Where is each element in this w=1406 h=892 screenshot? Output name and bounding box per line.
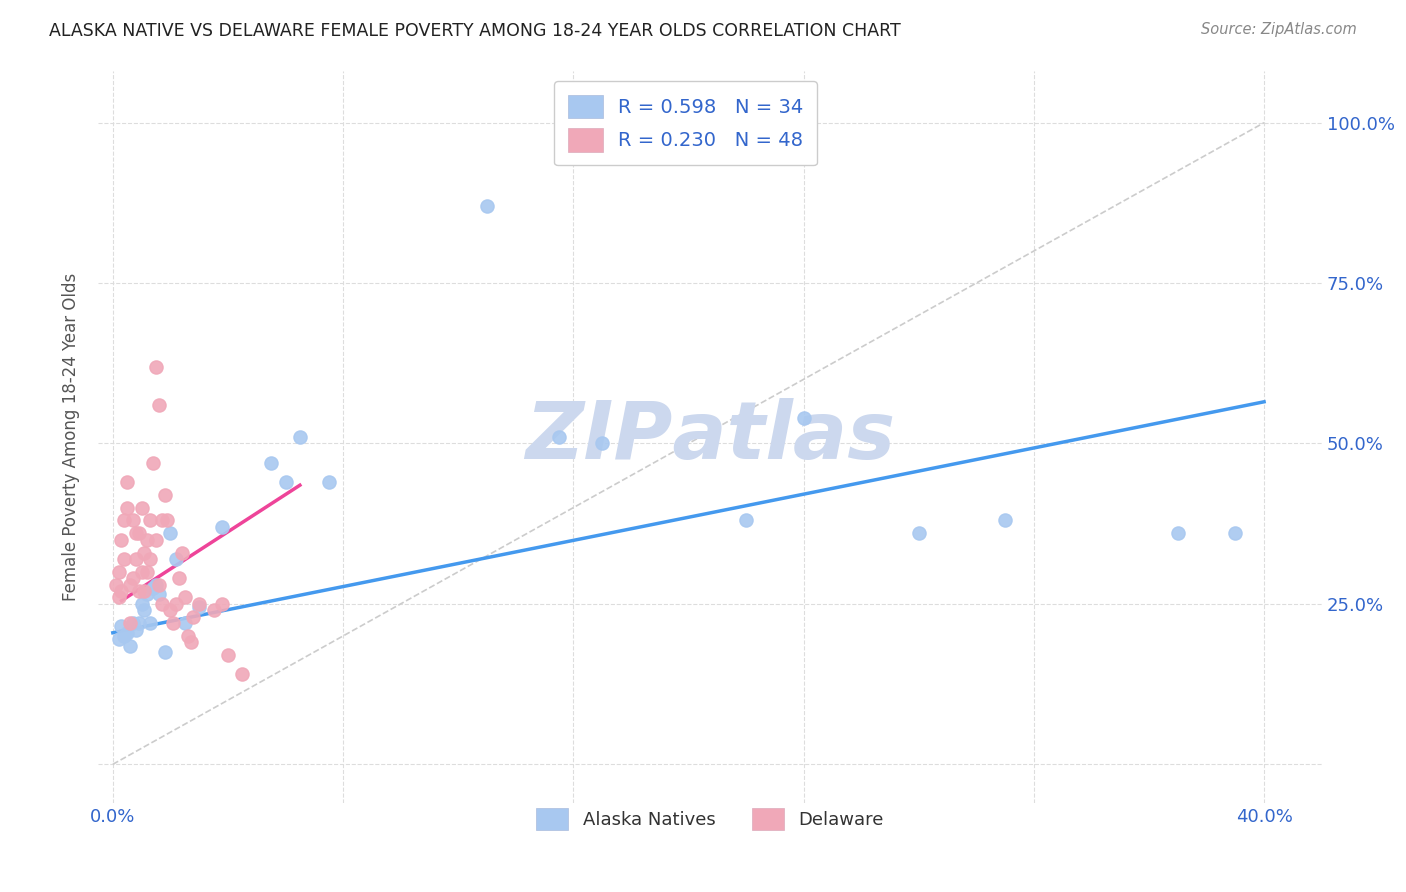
Point [134, 545, 156, 559]
Point [142, 581, 165, 595]
Point [176, 629, 198, 643]
Point [150, 597, 173, 611]
Point [120, 616, 142, 631]
Point [148, 577, 170, 591]
Point [122, 616, 145, 631]
Y-axis label: Female Poverty Among 18-24 Year Olds: Female Poverty Among 18-24 Year Olds [62, 273, 80, 601]
Point [156, 514, 179, 528]
Point [173, 616, 195, 631]
Point [112, 514, 135, 528]
Point [150, 514, 173, 528]
Point [145, 359, 167, 374]
Point [202, 603, 225, 617]
Point [159, 603, 181, 617]
Point [104, 577, 127, 591]
Text: Source: ZipAtlas.com: Source: ZipAtlas.com [1201, 22, 1357, 37]
Point [793, 410, 815, 425]
Point [148, 587, 170, 601]
Point [125, 552, 148, 566]
Point [131, 565, 153, 579]
Point [112, 629, 135, 643]
Point [115, 475, 138, 489]
Point [288, 430, 311, 444]
Point [136, 565, 159, 579]
Point [110, 584, 132, 599]
Point [591, 436, 613, 450]
Point [110, 619, 132, 633]
Point [548, 430, 571, 444]
Point [125, 623, 148, 637]
Point [148, 398, 170, 412]
Point [145, 533, 167, 547]
Point [260, 456, 283, 470]
Point [475, 199, 498, 213]
Point [180, 635, 202, 649]
Point [159, 526, 181, 541]
Point [994, 514, 1017, 528]
Point [173, 591, 195, 605]
Point [107, 632, 129, 647]
Point [120, 639, 142, 653]
Point [1167, 526, 1189, 541]
Legend: Alaska Natives, Delaware: Alaska Natives, Delaware [529, 801, 891, 838]
Point [153, 645, 176, 659]
Point [188, 597, 211, 611]
Point [139, 514, 162, 528]
Point [110, 533, 132, 547]
Point [136, 533, 159, 547]
Point [134, 603, 156, 617]
Point [115, 500, 138, 515]
Point [735, 514, 758, 528]
Point [122, 571, 145, 585]
Point [211, 520, 233, 534]
Point [153, 488, 176, 502]
Point [165, 597, 187, 611]
Point [211, 597, 233, 611]
Point [318, 475, 340, 489]
Point [107, 565, 129, 579]
Point [128, 616, 150, 631]
Point [167, 571, 190, 585]
Point [274, 475, 297, 489]
Point [125, 526, 148, 541]
Point [170, 545, 193, 559]
Point [145, 577, 167, 591]
Point [128, 526, 150, 541]
Point [131, 500, 153, 515]
Point [1225, 526, 1247, 541]
Point [231, 667, 253, 681]
Text: ALASKA NATIVE VS DELAWARE FEMALE POVERTY AMONG 18-24 YEAR OLDS CORRELATION CHART: ALASKA NATIVE VS DELAWARE FEMALE POVERTY… [49, 22, 901, 40]
Point [136, 587, 159, 601]
Point [217, 648, 239, 663]
Point [139, 552, 162, 566]
Point [134, 584, 156, 599]
Point [139, 616, 162, 631]
Point [142, 456, 165, 470]
Point [907, 526, 929, 541]
Point [122, 514, 145, 528]
Text: ZIP​atlas: ZIP​atlas [524, 398, 896, 476]
Point [107, 591, 129, 605]
Point [112, 552, 135, 566]
Point [131, 597, 153, 611]
Point [162, 616, 184, 631]
Point [188, 600, 211, 615]
Point [120, 577, 142, 591]
Point [115, 625, 138, 640]
Point [183, 609, 205, 624]
Point [128, 584, 150, 599]
Point [165, 552, 187, 566]
